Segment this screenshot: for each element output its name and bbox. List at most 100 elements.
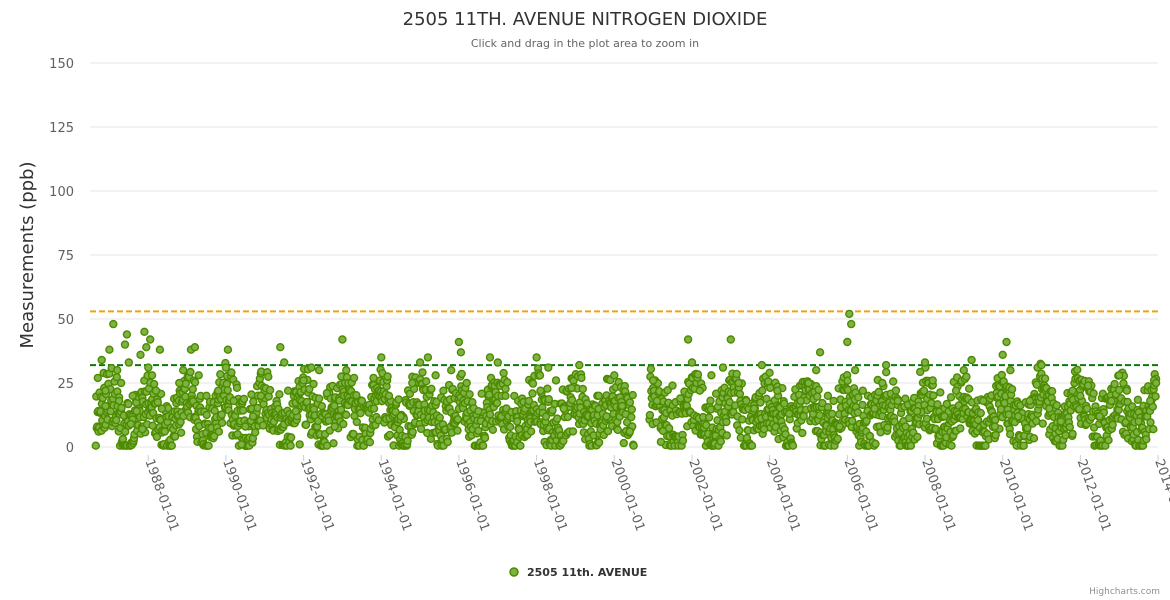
data-point[interactable] (329, 439, 338, 448)
data-point[interactable] (922, 414, 931, 423)
data-point[interactable] (1122, 386, 1132, 395)
data-point[interactable] (843, 376, 852, 385)
data-point[interactable] (758, 386, 767, 395)
data-point[interactable] (101, 401, 110, 411)
data-point[interactable] (553, 414, 562, 423)
data-point[interactable] (223, 386, 232, 395)
data-point[interactable] (683, 335, 693, 344)
data-point[interactable] (652, 396, 662, 406)
data-point[interactable] (258, 421, 268, 430)
data-point[interactable] (976, 408, 985, 418)
data-point[interactable] (998, 350, 1007, 359)
data-point[interactable] (814, 385, 823, 394)
data-point[interactable] (1083, 381, 1093, 390)
data-point[interactable] (1110, 379, 1119, 389)
data-point[interactable] (217, 410, 226, 419)
data-point[interactable] (283, 386, 293, 395)
data-point[interactable] (664, 424, 674, 433)
data-point[interactable] (126, 419, 136, 429)
data-point[interactable] (889, 377, 898, 386)
data-point[interactable] (295, 440, 304, 449)
data-point[interactable] (765, 368, 774, 377)
data-point[interactable] (418, 368, 427, 377)
data-point[interactable] (443, 437, 452, 447)
data-point[interactable] (706, 396, 715, 405)
data-point[interactable] (524, 396, 534, 406)
data-point[interactable] (878, 378, 887, 388)
data-point[interactable] (1040, 374, 1050, 383)
data-point[interactable] (947, 441, 956, 450)
data-point[interactable] (114, 396, 124, 406)
data-point[interactable] (465, 390, 474, 399)
data-point[interactable] (940, 412, 949, 421)
data-point[interactable] (617, 401, 627, 411)
data-point[interactable] (946, 393, 956, 402)
data-point[interactable] (798, 428, 807, 438)
data-point[interactable] (178, 366, 188, 375)
data-point[interactable] (833, 434, 842, 443)
data-point[interactable] (97, 355, 106, 365)
data-point[interactable] (757, 360, 767, 370)
data-point[interactable] (676, 394, 685, 403)
data-point[interactable] (214, 427, 224, 436)
data-point[interactable] (1065, 423, 1075, 432)
data-point[interactable] (628, 390, 637, 400)
data-point[interactable] (190, 378, 200, 387)
data-point[interactable] (788, 441, 798, 450)
data-point[interactable] (1107, 396, 1116, 406)
data-point[interactable] (324, 416, 333, 425)
data-point[interactable] (678, 436, 688, 445)
data-point[interactable] (528, 389, 537, 398)
data-point[interactable] (501, 391, 510, 400)
data-point[interactable] (828, 409, 837, 419)
data-point[interactable] (874, 387, 883, 397)
data-point[interactable] (1045, 404, 1054, 413)
data-point[interactable] (823, 391, 833, 400)
data-point[interactable] (229, 396, 238, 406)
data-point[interactable] (1133, 395, 1143, 404)
data-point[interactable] (990, 422, 1000, 431)
data-point[interactable] (959, 366, 968, 375)
data-point[interactable] (882, 368, 891, 377)
data-point[interactable] (431, 371, 440, 380)
data-point[interactable] (929, 391, 938, 400)
data-point[interactable] (1006, 430, 1015, 439)
data-point[interactable] (1074, 404, 1084, 414)
legend[interactable]: 2505 11th. AVENUE (509, 566, 647, 579)
data-point[interactable] (1149, 425, 1158, 434)
data-point[interactable] (1038, 419, 1048, 428)
data-point[interactable] (1108, 420, 1117, 429)
data-point[interactable] (356, 409, 365, 418)
data-point[interactable] (384, 391, 394, 400)
data-point[interactable] (813, 392, 822, 401)
data-point[interactable] (1104, 436, 1113, 445)
data-point[interactable] (906, 441, 916, 450)
data-point[interactable] (575, 360, 584, 370)
data-point[interactable] (1151, 378, 1161, 388)
data-point[interactable] (687, 358, 697, 367)
data-point[interactable] (1073, 365, 1082, 374)
data-point[interactable] (928, 376, 937, 385)
data-point[interactable] (848, 416, 857, 426)
data-point[interactable] (734, 378, 743, 388)
data-point[interactable] (843, 337, 852, 347)
data-point[interactable] (1095, 412, 1104, 421)
data-point[interactable] (124, 399, 133, 409)
data-point[interactable] (385, 430, 395, 440)
data-point[interactable] (1056, 417, 1066, 426)
data-point[interactable] (1068, 386, 1077, 395)
data-point[interactable] (578, 384, 587, 394)
data-point[interactable] (485, 353, 495, 362)
data-point[interactable] (871, 439, 880, 448)
data-point[interactable] (217, 418, 227, 427)
data-point[interactable] (718, 363, 728, 372)
data-point[interactable] (314, 394, 324, 403)
data-point[interactable] (567, 383, 576, 393)
data-point[interactable] (815, 411, 824, 420)
data-point[interactable] (223, 345, 233, 354)
data-point[interactable] (1014, 412, 1023, 421)
data-point[interactable] (735, 389, 745, 399)
data-point[interactable] (804, 378, 813, 388)
data-point[interactable] (1037, 360, 1046, 370)
data-point[interactable] (124, 358, 134, 367)
